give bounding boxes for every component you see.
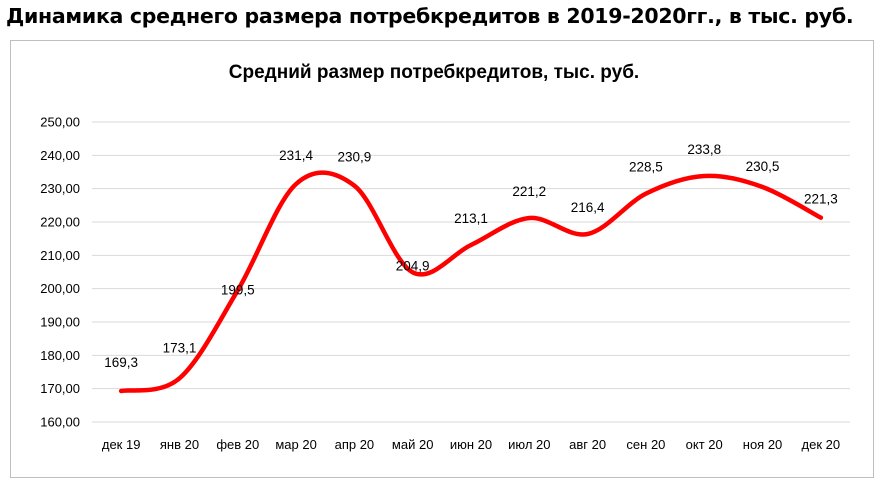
data-label: 230,5 [746,159,780,174]
data-label: 169,3 [104,355,138,370]
y-axis-tick-labels: 160,00 170,00 180,00 190,00 200,00 210,00 220,… [40,115,80,430]
data-label: 173,1 [163,340,197,355]
x-tick-label: дек 20 [802,437,841,452]
y-tick-label: 220,00 [40,215,80,230]
data-label: 221,3 [804,192,838,207]
data-label: 204,9 [396,258,430,273]
chart-frame [10,40,874,478]
data-label: 231,4 [279,148,313,163]
y-tick-label: 160,00 [40,415,80,430]
x-tick-label: июл 20 [508,437,550,452]
x-tick-label: сен 20 [626,437,665,452]
y-tick-label: 200,00 [40,281,80,296]
x-tick-label: ноя 20 [743,437,783,452]
data-label: 213,1 [454,211,488,226]
y-tick-label: 190,00 [40,315,80,330]
x-tick-label: фев 20 [216,437,259,452]
data-labels: 169,3 173,1 199,5 231,4 230,9 204,9 213,1 221,2… [104,142,837,370]
page-title: Динамика среднего размера потребкредитов… [6,4,854,28]
y-tick-label: 210,00 [40,248,80,263]
x-tick-label: май 20 [392,437,434,452]
x-tick-label: дек 19 [102,437,141,452]
chart-title: Средний размер потребкредитов, тыс. руб. [229,62,639,83]
x-tick-label: мар 20 [275,437,316,452]
y-tick-label: 250,00 [40,115,80,130]
y-tick-label: 240,00 [40,148,80,163]
data-label: 228,5 [629,160,663,175]
x-tick-label: окт 20 [686,437,723,452]
data-label: 233,8 [687,142,721,157]
x-axis-tick-labels: дек 19 янв 20 фев 20 мар 20 апр 20 май 20 июн … [102,437,840,452]
x-tick-label: июн 20 [450,437,492,452]
data-label: 221,2 [512,184,546,199]
y-tick-label: 230,00 [40,181,80,196]
y-tick-label: 170,00 [40,381,80,396]
x-tick-label: авг 20 [569,437,606,452]
x-tick-label: апр 20 [335,437,375,452]
data-label: 216,4 [571,200,605,215]
series-line [118,170,824,394]
data-label: 199,5 [221,282,255,297]
data-label: 230,9 [337,150,371,165]
y-tick-label: 180,00 [40,348,80,363]
x-tick-label: янв 20 [160,437,199,452]
gridlines [92,121,850,423]
